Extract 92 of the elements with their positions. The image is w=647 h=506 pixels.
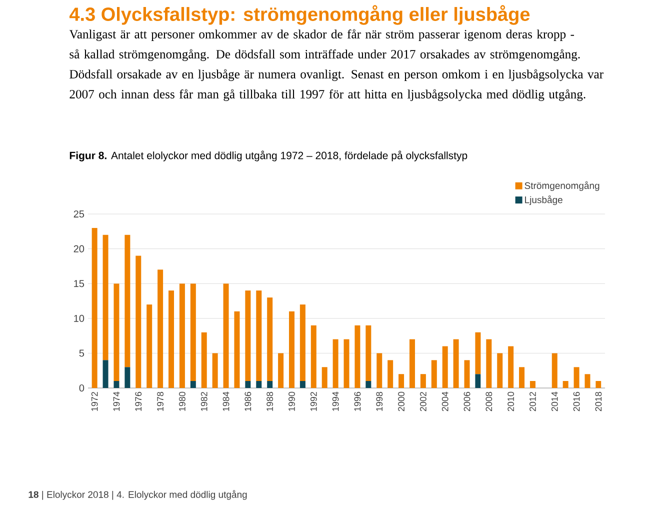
bar bbox=[475, 332, 481, 374]
y-tick-label: 0 bbox=[79, 384, 84, 392]
x-tick-label: 2014 bbox=[551, 392, 558, 412]
bar bbox=[278, 353, 284, 388]
bar bbox=[245, 381, 251, 388]
legend-label: Ljusbåge bbox=[525, 195, 562, 206]
bar bbox=[92, 228, 98, 388]
x-tick-label: 2012 bbox=[530, 392, 536, 412]
bar bbox=[256, 381, 262, 388]
x-tick-label: 1974 bbox=[113, 392, 120, 411]
bar bbox=[409, 339, 415, 388]
x-tick-label: 1994 bbox=[332, 392, 339, 411]
x-tick-label: 1996 bbox=[354, 392, 361, 411]
bar bbox=[552, 353, 558, 388]
bar bbox=[234, 311, 240, 388]
bar bbox=[398, 374, 404, 388]
x-tick-label: 1976 bbox=[135, 392, 142, 411]
bar bbox=[497, 353, 503, 388]
bar bbox=[114, 284, 120, 382]
x-tick-label: 2006 bbox=[464, 392, 470, 412]
bar bbox=[300, 381, 306, 388]
bar bbox=[508, 346, 514, 388]
x-tick-label: 1998 bbox=[376, 392, 383, 411]
x-tick-label: 2018 bbox=[595, 392, 602, 412]
bar bbox=[584, 374, 590, 388]
y-tick-label: 5 bbox=[79, 350, 84, 357]
bar bbox=[158, 270, 164, 388]
bar bbox=[223, 284, 229, 388]
x-tick-label: 1990 bbox=[288, 392, 295, 411]
x-tick-label: 2010 bbox=[508, 392, 514, 412]
bar bbox=[179, 284, 185, 388]
bar bbox=[136, 256, 142, 388]
bar bbox=[267, 298, 273, 382]
bar bbox=[310, 325, 316, 388]
bar bbox=[267, 381, 273, 388]
x-tick-label: 1972 bbox=[91, 392, 98, 411]
bar bbox=[190, 284, 196, 382]
y-tick-label: 15 bbox=[74, 280, 84, 288]
bar bbox=[562, 381, 568, 388]
bar bbox=[530, 381, 536, 388]
bar bbox=[288, 311, 294, 388]
x-tick-label: 2016 bbox=[573, 392, 580, 412]
bar bbox=[124, 234, 130, 368]
x-tick-label: 2008 bbox=[486, 392, 492, 412]
bar bbox=[114, 381, 120, 388]
x-tick-label: 1992 bbox=[310, 392, 317, 411]
bar bbox=[332, 339, 338, 388]
text: Figur 8. Antalet elolyckor med dödlig utgång 1972 – 2018, fördelade på olycksfallstyp bbox=[70, 150, 468, 162]
y-tick-label: 10 bbox=[74, 314, 84, 322]
x-tick-label: 1984 bbox=[222, 392, 230, 411]
y-tick-label: 25 bbox=[74, 210, 84, 218]
bar bbox=[300, 304, 306, 382]
bar bbox=[431, 360, 437, 388]
x-tick-label: 1978 bbox=[157, 392, 164, 411]
bar bbox=[475, 374, 481, 388]
y-tick-label: 20 bbox=[74, 245, 84, 252]
bar bbox=[464, 360, 470, 388]
x-tick-label: 2002 bbox=[420, 392, 426, 412]
x-tick-label: 1982 bbox=[200, 392, 208, 411]
bar bbox=[190, 381, 196, 388]
x-tick-label: 1986 bbox=[244, 392, 252, 411]
bar bbox=[574, 367, 580, 388]
bar bbox=[146, 304, 152, 388]
x-tick-label: 2004 bbox=[442, 392, 448, 412]
bar bbox=[102, 234, 108, 360]
x-tick-label: 1980 bbox=[179, 392, 186, 411]
bar bbox=[366, 325, 372, 382]
bar bbox=[124, 367, 130, 388]
bar bbox=[212, 353, 218, 388]
chart-subtitle: Vanligast är att personer omkommer av de skador de får när ström passerar igenom deras kropp - så kallad strömgenomgång. De dödsfall som inträffade under 2017 orsakades av strömgenomgång. Dödsfall orsakade av en ljusbåge är numera ovanligt. Senast en person omkom i en ljusbågsolycka var 2007 och innan dess får man gå tillbaka till 1997 för att hitta en ljusbågsolycka med dödlig utgång. bbox=[69, 29, 604, 102]
bar bbox=[420, 374, 426, 388]
bar bbox=[519, 367, 525, 388]
bar bbox=[442, 346, 448, 388]
bar bbox=[354, 325, 360, 388]
bar bbox=[596, 381, 602, 388]
bar bbox=[366, 381, 372, 388]
bar bbox=[168, 290, 174, 388]
bar bbox=[376, 353, 382, 388]
bar bbox=[102, 360, 108, 388]
bar bbox=[388, 360, 394, 388]
x-tick-label: 2000 bbox=[398, 392, 404, 412]
bar bbox=[245, 290, 251, 382]
bar bbox=[322, 367, 328, 388]
chart-title: 4.3 Olycksfallstyp: strömgenomgång eller ljusbåge bbox=[69, 5, 530, 25]
text: 18 | Elolyckor 2018 | 4. Elolyckor med dödlig utgång bbox=[28, 490, 247, 500]
bar bbox=[201, 332, 207, 388]
bar bbox=[453, 339, 459, 388]
bar bbox=[344, 339, 350, 388]
x-tick-label: 1988 bbox=[266, 392, 274, 411]
bar bbox=[256, 290, 262, 382]
legend-label: Strömgenomgång bbox=[524, 181, 600, 191]
bar bbox=[486, 339, 492, 388]
